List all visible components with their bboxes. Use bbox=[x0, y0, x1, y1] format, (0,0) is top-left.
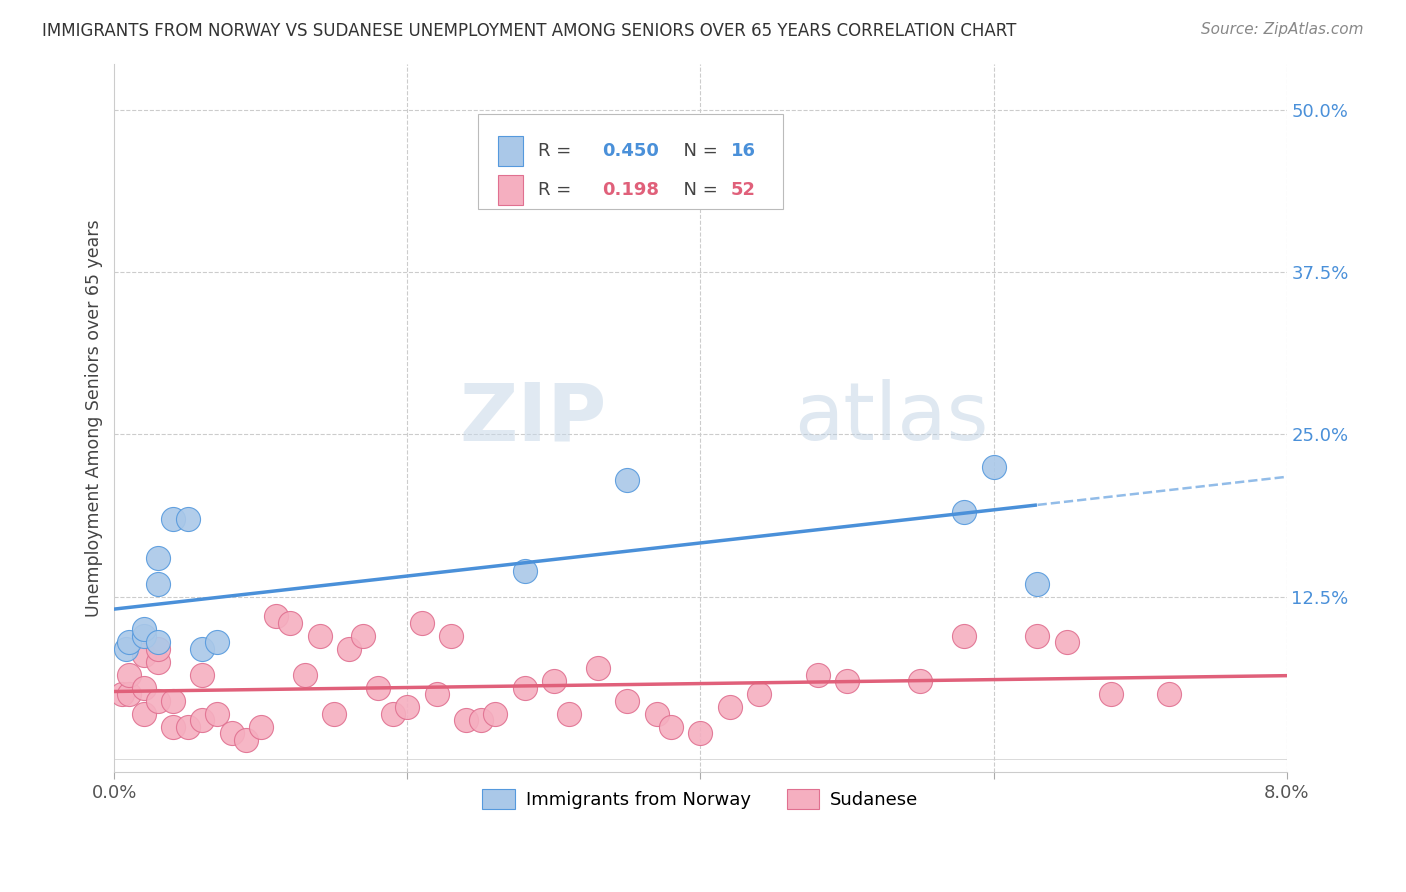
Point bbox=[323, 706, 346, 721]
Point bbox=[411, 615, 433, 630]
Point bbox=[162, 512, 184, 526]
Point bbox=[205, 635, 228, 649]
Point bbox=[148, 655, 170, 669]
Point bbox=[132, 629, 155, 643]
Point bbox=[440, 629, 463, 643]
Point bbox=[191, 713, 214, 727]
Text: N =: N = bbox=[672, 181, 724, 199]
Point bbox=[176, 512, 198, 526]
Legend: Immigrants from Norway, Sudanese: Immigrants from Norway, Sudanese bbox=[475, 781, 925, 816]
Point bbox=[191, 667, 214, 681]
Point bbox=[176, 720, 198, 734]
Point bbox=[513, 564, 536, 578]
Point bbox=[132, 706, 155, 721]
Text: Source: ZipAtlas.com: Source: ZipAtlas.com bbox=[1201, 22, 1364, 37]
Point bbox=[910, 674, 932, 689]
Point bbox=[162, 693, 184, 707]
Point bbox=[1026, 629, 1049, 643]
FancyBboxPatch shape bbox=[478, 113, 783, 210]
Point bbox=[1026, 576, 1049, 591]
Point bbox=[278, 615, 301, 630]
Point bbox=[983, 459, 1005, 474]
Point bbox=[250, 720, 273, 734]
Point bbox=[835, 674, 858, 689]
Text: IMMIGRANTS FROM NORWAY VS SUDANESE UNEMPLOYMENT AMONG SENIORS OVER 65 YEARS CORR: IMMIGRANTS FROM NORWAY VS SUDANESE UNEMP… bbox=[42, 22, 1017, 40]
Point bbox=[205, 706, 228, 721]
Point bbox=[381, 706, 404, 721]
Text: N =: N = bbox=[672, 142, 724, 160]
Point bbox=[191, 641, 214, 656]
Point bbox=[616, 693, 638, 707]
Point bbox=[132, 622, 155, 636]
Point bbox=[543, 674, 565, 689]
Point bbox=[308, 629, 330, 643]
Bar bbox=[498, 136, 523, 166]
Point bbox=[1099, 687, 1122, 701]
Point bbox=[132, 648, 155, 662]
Text: 0.198: 0.198 bbox=[602, 181, 659, 199]
Y-axis label: Unemployment Among Seniors over 65 years: Unemployment Among Seniors over 65 years bbox=[86, 219, 103, 617]
Point bbox=[953, 629, 976, 643]
Point bbox=[689, 726, 711, 740]
Text: 52: 52 bbox=[731, 181, 756, 199]
Point bbox=[148, 576, 170, 591]
Point bbox=[396, 700, 419, 714]
Point bbox=[426, 687, 449, 701]
Point bbox=[162, 720, 184, 734]
Point bbox=[748, 687, 770, 701]
Point bbox=[513, 681, 536, 695]
Point bbox=[148, 635, 170, 649]
Point bbox=[115, 641, 138, 656]
Point bbox=[1056, 635, 1078, 649]
Point bbox=[118, 687, 141, 701]
Point bbox=[454, 713, 477, 727]
Point bbox=[557, 706, 579, 721]
Point bbox=[148, 693, 170, 707]
Point bbox=[1159, 687, 1181, 701]
Point bbox=[953, 505, 976, 519]
Point bbox=[718, 700, 741, 714]
Point bbox=[264, 609, 287, 624]
Text: ZIP: ZIP bbox=[460, 379, 607, 457]
Point bbox=[659, 720, 682, 734]
Point bbox=[484, 706, 506, 721]
Point bbox=[586, 661, 609, 675]
Point bbox=[148, 550, 170, 565]
Point bbox=[645, 706, 668, 721]
Text: 0.450: 0.450 bbox=[602, 142, 659, 160]
Point bbox=[235, 732, 257, 747]
Point bbox=[807, 667, 830, 681]
Point bbox=[616, 473, 638, 487]
Text: 16: 16 bbox=[731, 142, 756, 160]
Point bbox=[111, 687, 134, 701]
Point bbox=[118, 667, 141, 681]
Point bbox=[470, 713, 492, 727]
Point bbox=[118, 635, 141, 649]
Text: atlas: atlas bbox=[794, 379, 988, 457]
Text: R =: R = bbox=[537, 142, 576, 160]
Point bbox=[337, 641, 360, 656]
Point bbox=[148, 641, 170, 656]
Point bbox=[353, 629, 375, 643]
Text: R =: R = bbox=[537, 181, 576, 199]
Bar bbox=[498, 175, 523, 204]
Point bbox=[367, 681, 389, 695]
Point bbox=[132, 681, 155, 695]
Point bbox=[221, 726, 243, 740]
Point bbox=[294, 667, 316, 681]
